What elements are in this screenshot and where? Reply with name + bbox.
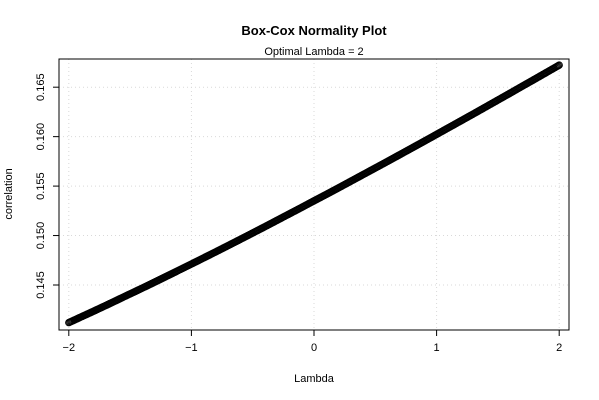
x-tick-label-0: −2 [63,342,76,354]
x-tick-label-4: 2 [556,342,562,354]
data-points [65,61,563,327]
y-axis-label: correlation [3,168,15,219]
x-tick-label-1: −1 [185,342,198,354]
y-tick-label-1: 0.150 [35,222,47,250]
y-tick-label-0: 0.145 [35,271,47,299]
chart-subtitle: Optimal Lambda = 2 [264,46,363,58]
y-tick-label-4: 0.165 [35,73,47,101]
x-tick-label-3: 1 [434,342,440,354]
data-point-0-480 [555,61,563,69]
x-axis-label: Lambda [294,373,335,385]
axes: −2 −1 0 1 2 0.145 0.150 0.155 0.160 0.165 [35,73,562,354]
y-tick-label-3: 0.160 [35,123,47,151]
y-tick-label-2: 0.155 [35,172,47,200]
x-tick-label-2: 0 [311,342,317,354]
chart-title: Box-Cox Normality Plot [241,23,387,38]
